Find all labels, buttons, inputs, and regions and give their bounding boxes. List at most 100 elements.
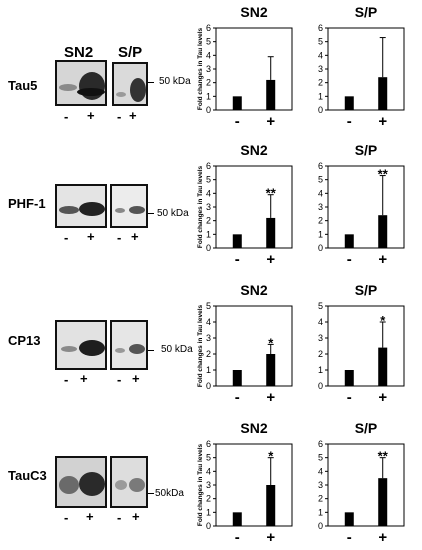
y-tick-label: 0 bbox=[206, 521, 211, 531]
bar-chart-tauc3-sn2: SN2 Fold changes in Tau levels 0 1 2 3 4 5 6 - * + bbox=[197, 420, 293, 546]
bar bbox=[266, 217, 276, 248]
x-tick-label: + bbox=[378, 529, 387, 546]
x-tick-label: - bbox=[235, 529, 240, 546]
y-tick-label: 5 bbox=[206, 301, 211, 311]
y-tick-label: 2 bbox=[318, 216, 323, 226]
y-tick-label: 5 bbox=[206, 175, 211, 185]
y-tick-label: 2 bbox=[206, 78, 211, 88]
lane-label-minus: - bbox=[117, 372, 122, 387]
x-tick-label: + bbox=[266, 389, 275, 406]
lane-label-plus: + bbox=[129, 108, 137, 123]
y-tick-label: 4 bbox=[318, 50, 323, 60]
lane-label-minus: - bbox=[64, 510, 69, 525]
marker-tick bbox=[148, 213, 154, 214]
y-tick-label: 0 bbox=[206, 381, 211, 391]
y-tick-label: 4 bbox=[206, 188, 211, 198]
y-tick-label: 2 bbox=[318, 349, 323, 359]
y-tick-label: 5 bbox=[206, 453, 211, 463]
y-tick-label: 3 bbox=[318, 64, 323, 74]
chart-title: SN2 bbox=[240, 282, 267, 298]
lane-label-plus: + bbox=[131, 229, 139, 244]
chart-title: SN2 bbox=[240, 142, 267, 158]
significance-marker: * bbox=[268, 449, 274, 464]
western-blot-sp bbox=[110, 456, 148, 508]
y-tick-label: 4 bbox=[318, 317, 323, 327]
marker-label-50kda: 50kDa bbox=[155, 488, 184, 499]
y-tick-label: 2 bbox=[318, 78, 323, 88]
y-tick-label: 1 bbox=[206, 229, 211, 239]
lane-label-minus: - bbox=[117, 109, 122, 124]
lane-label-plus: + bbox=[132, 371, 140, 386]
bar bbox=[266, 485, 276, 526]
y-tick-label: 3 bbox=[318, 202, 323, 212]
y-tick-label: 0 bbox=[318, 243, 323, 253]
significance-marker: ** bbox=[378, 449, 389, 464]
y-tick-label: 3 bbox=[206, 480, 211, 490]
y-tick-label: 4 bbox=[318, 466, 323, 476]
antibody-label-tauc3: TauC3 bbox=[8, 468, 47, 483]
bar bbox=[266, 354, 276, 386]
plot-frame bbox=[215, 165, 293, 249]
plot-frame bbox=[327, 443, 405, 527]
significance-marker: * bbox=[268, 335, 274, 350]
y-tick-label: 1 bbox=[318, 91, 323, 101]
x-tick-label: - bbox=[347, 251, 352, 268]
significance-marker: * bbox=[380, 313, 386, 328]
western-blot-sn2 bbox=[55, 60, 107, 106]
lane-label-plus: + bbox=[87, 229, 95, 244]
bar bbox=[232, 370, 242, 386]
marker-tick bbox=[148, 82, 154, 83]
y-tick-label: 0 bbox=[318, 381, 323, 391]
y-axis-label: Fold changes in Tau levels bbox=[197, 165, 204, 248]
y-axis-label: Fold changes in Tau levels bbox=[197, 443, 204, 526]
chart-title: S/P bbox=[355, 142, 378, 158]
x-tick-label: + bbox=[266, 113, 275, 130]
lane-label-minus: - bbox=[64, 230, 69, 245]
plot-frame bbox=[215, 443, 293, 527]
x-tick-label: + bbox=[378, 251, 387, 268]
bar bbox=[378, 77, 388, 110]
y-tick-label: 6 bbox=[206, 23, 211, 33]
bar bbox=[378, 347, 388, 386]
y-tick-label: 2 bbox=[206, 494, 211, 504]
y-tick-label: 2 bbox=[206, 216, 211, 226]
x-tick-label: - bbox=[235, 113, 240, 130]
y-tick-label: 1 bbox=[318, 365, 323, 375]
bar bbox=[232, 96, 242, 110]
lane-label-plus: + bbox=[86, 509, 94, 524]
significance-marker: ** bbox=[266, 186, 277, 201]
chart-title: SN2 bbox=[240, 4, 267, 20]
y-tick-label: 5 bbox=[318, 175, 323, 185]
antibody-label-phf1: PHF-1 bbox=[8, 196, 46, 211]
lane-label-plus: + bbox=[132, 509, 140, 524]
y-tick-label: 5 bbox=[318, 301, 323, 311]
y-tick-label: 4 bbox=[318, 188, 323, 198]
plot-frame bbox=[215, 305, 293, 387]
lane-label-plus: + bbox=[87, 108, 95, 123]
y-axis-label: Fold changes in Tau levels bbox=[197, 304, 204, 387]
y-tick-label: 0 bbox=[318, 521, 323, 531]
bar-chart-tau5-sn2: SN2 Fold changes in Tau levels 0 1 2 3 4 5 6 - + bbox=[197, 4, 293, 130]
y-tick-label: 5 bbox=[318, 37, 323, 47]
plot-frame bbox=[327, 305, 405, 387]
y-tick-label: 0 bbox=[318, 105, 323, 115]
plot-frame bbox=[327, 165, 405, 249]
y-tick-label: 2 bbox=[206, 349, 211, 359]
bar bbox=[378, 478, 388, 526]
chart-title: S/P bbox=[355, 282, 378, 298]
plot-frame bbox=[327, 27, 405, 111]
y-tick-label: 3 bbox=[206, 333, 211, 343]
y-tick-label: 3 bbox=[318, 480, 323, 490]
significance-marker: ** bbox=[378, 167, 389, 182]
western-blot-sn2 bbox=[55, 184, 107, 228]
y-tick-label: 1 bbox=[318, 229, 323, 239]
y-tick-label: 4 bbox=[206, 50, 211, 60]
lane-label-minus: - bbox=[64, 372, 69, 387]
western-blot-sn2 bbox=[55, 320, 107, 370]
y-tick-label: 1 bbox=[206, 507, 211, 517]
marker-tick bbox=[148, 350, 154, 351]
y-tick-label: 6 bbox=[206, 161, 211, 171]
lane-label-minus: - bbox=[117, 510, 122, 525]
x-tick-label: + bbox=[378, 113, 387, 130]
